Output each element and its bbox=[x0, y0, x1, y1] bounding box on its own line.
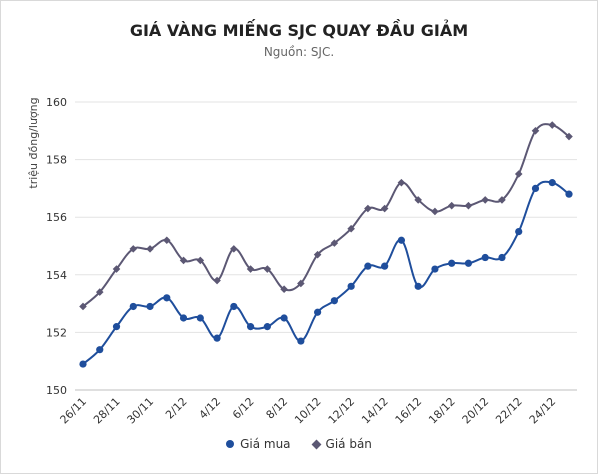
data-point-gia-mua[interactable] bbox=[381, 262, 389, 270]
data-point-gia-mua[interactable] bbox=[464, 259, 473, 267]
y-axis-label: triệu đồng/lượng bbox=[27, 97, 40, 188]
data-point-gia-ban[interactable] bbox=[246, 265, 255, 273]
data-point-gia-ban[interactable] bbox=[514, 170, 523, 178]
data-point-gia-mua[interactable] bbox=[431, 265, 439, 273]
data-point-gia-mua[interactable] bbox=[179, 314, 188, 322]
x-tick-label: 30/11 bbox=[125, 395, 157, 427]
data-point-gia-ban[interactable] bbox=[179, 256, 188, 265]
x-tick-label: 8/12 bbox=[264, 395, 291, 422]
data-point-gia-mua[interactable] bbox=[498, 253, 506, 262]
x-tick-label: 2/12 bbox=[163, 395, 190, 422]
data-point-gia-mua[interactable] bbox=[96, 346, 104, 354]
data-point-gia-mua[interactable] bbox=[397, 236, 406, 244]
data-point-gia-mua[interactable] bbox=[196, 314, 204, 322]
y-tick-label: 158 bbox=[46, 154, 67, 167]
data-point-gia-ban[interactable] bbox=[414, 196, 422, 204]
series-line-gia-mua bbox=[82, 180, 570, 365]
data-point-gia-ban[interactable] bbox=[313, 250, 322, 259]
y-tick-label: 150 bbox=[46, 384, 67, 397]
data-point-gia-mua[interactable] bbox=[79, 360, 87, 368]
data-point-gia-mua[interactable] bbox=[112, 323, 121, 331]
data-point-gia-mua[interactable] bbox=[230, 302, 238, 311]
data-point-gia-mua[interactable] bbox=[280, 314, 288, 322]
data-point-gia-mua[interactable] bbox=[565, 190, 573, 198]
data-point-gia-mua[interactable] bbox=[163, 294, 171, 302]
data-point-gia-mua[interactable] bbox=[297, 337, 305, 345]
data-point-gia-ban[interactable] bbox=[330, 239, 339, 247]
legend-label: Giá bán bbox=[325, 437, 372, 451]
data-point-gia-ban[interactable] bbox=[565, 132, 573, 141]
data-point-gia-ban[interactable] bbox=[447, 201, 456, 210]
data-point-gia-mua[interactable] bbox=[146, 302, 154, 311]
data-point-gia-ban[interactable] bbox=[380, 204, 389, 213]
x-tick-label: 6/12 bbox=[230, 395, 257, 422]
data-point-gia-mua[interactable] bbox=[364, 262, 372, 270]
x-tick-label: 20/12 bbox=[460, 395, 492, 427]
legend-item-gia-ban[interactable]: Giá bán bbox=[311, 437, 372, 451]
x-tick-label: 10/12 bbox=[292, 395, 324, 427]
data-point-gia-ban[interactable] bbox=[146, 245, 154, 253]
data-point-gia-mua[interactable] bbox=[213, 334, 221, 342]
x-tick-label: 26/11 bbox=[58, 395, 90, 427]
data-point-gia-ban[interactable] bbox=[498, 196, 506, 204]
data-point-gia-ban[interactable] bbox=[397, 178, 406, 187]
x-tick-label: 12/12 bbox=[326, 395, 358, 427]
chart-subtitle: Nguồn: SJC. bbox=[263, 45, 335, 59]
data-point-gia-ban[interactable] bbox=[481, 196, 490, 204]
data-point-gia-mua[interactable] bbox=[548, 179, 556, 187]
data-point-gia-mua[interactable] bbox=[347, 282, 355, 290]
x-tick-label: 4/12 bbox=[197, 395, 224, 422]
data-point-gia-ban[interactable] bbox=[464, 201, 473, 210]
chart-title: GIÁ VÀNG MIẾNG SJC QUAY ĐẦU GIẢM bbox=[129, 21, 469, 40]
data-point-gia-ban[interactable] bbox=[347, 224, 355, 233]
data-point-gia-mua[interactable] bbox=[448, 259, 456, 267]
data-point-gia-ban[interactable] bbox=[263, 265, 272, 273]
y-tick-label: 154 bbox=[46, 269, 67, 282]
data-point-gia-ban[interactable] bbox=[112, 265, 121, 273]
legend-item-gia-mua[interactable]: Giá mua bbox=[226, 437, 291, 451]
data-point-gia-ban[interactable] bbox=[95, 288, 104, 296]
data-point-gia-mua[interactable] bbox=[263, 323, 271, 331]
series-line-gia-ban bbox=[82, 123, 570, 308]
x-tick-label: 14/12 bbox=[359, 395, 391, 427]
y-tick-label: 152 bbox=[46, 326, 67, 339]
data-point-gia-ban[interactable] bbox=[297, 279, 305, 288]
data-point-gia-ban[interactable] bbox=[431, 207, 439, 216]
x-tick-label: 24/12 bbox=[527, 395, 559, 427]
legend-label: Giá mua bbox=[240, 437, 291, 451]
data-point-gia-mua[interactable] bbox=[481, 253, 489, 262]
data-point-gia-ban[interactable] bbox=[196, 256, 205, 265]
data-point-gia-ban[interactable] bbox=[364, 204, 372, 213]
data-point-gia-mua[interactable] bbox=[531, 184, 540, 192]
diamond-marker-icon bbox=[311, 439, 321, 449]
data-point-gia-mua[interactable] bbox=[414, 282, 422, 290]
data-point-gia-ban[interactable] bbox=[548, 121, 557, 129]
x-tick-label: 28/11 bbox=[91, 395, 123, 427]
x-tick-label: 16/12 bbox=[393, 395, 425, 427]
data-point-gia-mua[interactable] bbox=[129, 302, 137, 311]
data-point-gia-ban[interactable] bbox=[162, 236, 171, 245]
data-point-gia-mua[interactable] bbox=[330, 297, 338, 305]
data-point-gia-ban[interactable] bbox=[79, 302, 87, 311]
data-point-gia-mua[interactable] bbox=[515, 228, 523, 236]
data-point-gia-mua[interactable] bbox=[246, 323, 255, 331]
data-point-gia-mua[interactable] bbox=[314, 308, 322, 316]
circle-marker-icon bbox=[226, 440, 235, 448]
x-tick-label: 18/12 bbox=[426, 395, 458, 427]
y-tick-label: 156 bbox=[46, 211, 67, 224]
data-point-gia-ban[interactable] bbox=[230, 245, 238, 253]
data-point-gia-ban[interactable] bbox=[213, 276, 221, 285]
legend: Giá mua Giá bán bbox=[1, 437, 597, 451]
data-point-gia-ban[interactable] bbox=[280, 285, 288, 293]
data-point-gia-ban[interactable] bbox=[129, 245, 138, 253]
x-tick-label: 22/12 bbox=[493, 395, 525, 427]
y-tick-label: 160 bbox=[46, 96, 67, 109]
